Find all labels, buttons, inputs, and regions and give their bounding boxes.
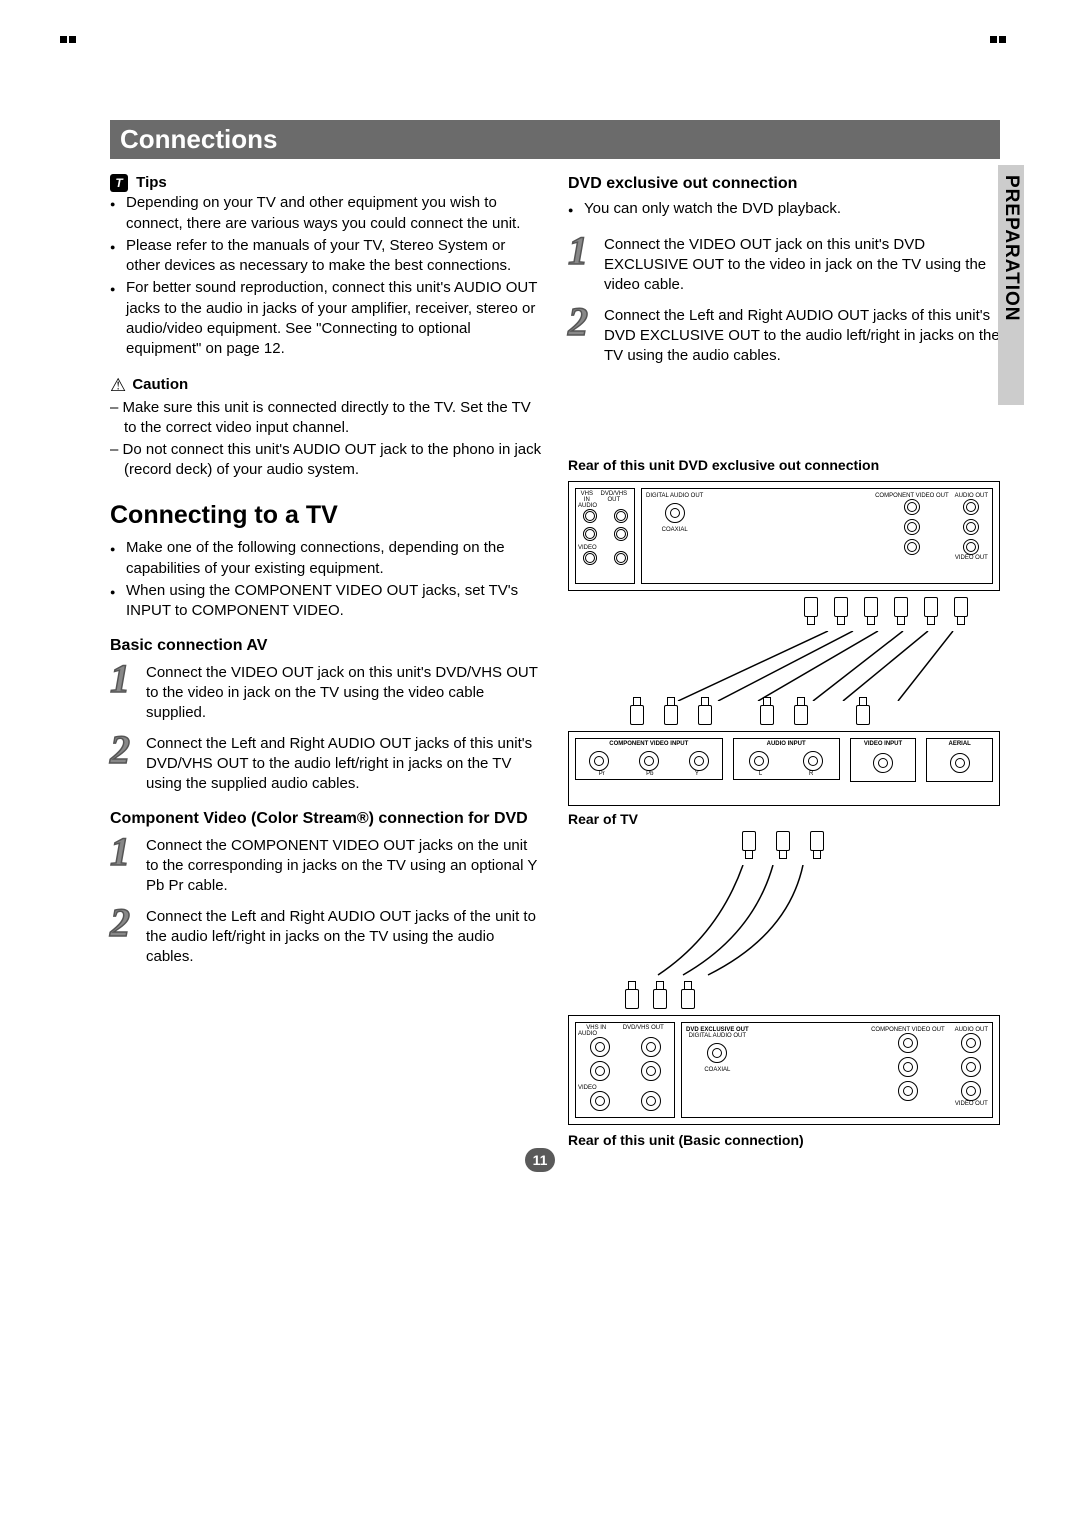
tips-label: Tips (136, 174, 167, 191)
connecting-title: Connecting to a TV (110, 499, 542, 533)
dvd-step-1: 1 Connect the VIDEO OUT jack on this uni… (568, 233, 1000, 296)
step-number: 1 (568, 233, 596, 269)
basic-step-2: 2 Connect the Left and Right AUDIO OUT j… (110, 732, 542, 795)
page-number: 11 (525, 1148, 555, 1172)
cable-wiring (568, 631, 1000, 701)
step-number: 1 (110, 661, 138, 697)
connection-diagram: Rear of this unit DVD exclusive out conn… (568, 456, 1000, 1150)
component-step-2: 2 Connect the Left and Right AUDIO OUT j… (110, 905, 542, 968)
unit-rear-panel-top: VHS IN DVD/VHS OUT AUDIO VIDEO DIG (568, 481, 1000, 591)
step-number: 2 (568, 304, 596, 340)
step-number: 2 (110, 732, 138, 768)
section-tab-label: PREPARATION (1000, 175, 1022, 321)
caution-item: – Do not connect this unit's AUDIO OUT j… (110, 440, 542, 481)
step-text: Connect the VIDEO OUT jack on this unit'… (146, 661, 542, 724)
diagram-caption-bottom: Rear of this unit (Basic connection) (568, 1131, 1000, 1150)
section-tab: PREPARATION (998, 165, 1024, 445)
diagram-caption-top: Rear of this unit DVD exclusive out conn… (568, 456, 1000, 475)
caution-item: – Make sure this unit is connected direc… (110, 398, 542, 439)
tips-icon: T (110, 174, 128, 192)
tips-block: T Tips Depending on your TV and other eq… (110, 173, 542, 359)
caution-block: ⚠ Caution – Make sure this unit is conne… (110, 373, 542, 480)
caution-icon: ⚠ (110, 373, 126, 397)
step-text: Connect the VIDEO OUT jack on this unit'… (604, 233, 1000, 296)
tv-rear-panel: COMPONENT VIDEO INPUT Pr Pb Y AUDIO INPU… (568, 731, 1000, 806)
basic-heading: Basic connection AV (110, 635, 542, 657)
step-number: 2 (110, 905, 138, 941)
component-step-1: 1 Connect the COMPONENT VIDEO OUT jacks … (110, 834, 542, 897)
caution-label: Caution (132, 376, 188, 393)
step-text: Connect the Left and Right AUDIO OUT jac… (604, 304, 1000, 367)
step-text: Connect the COMPONENT VIDEO OUT jacks on… (146, 834, 542, 897)
dvd-step-2: 2 Connect the Left and Right AUDIO OUT j… (568, 304, 1000, 367)
left-column: T Tips Depending on your TV and other eq… (110, 173, 542, 1156)
step-number: 1 (110, 834, 138, 870)
page-title: Connections (120, 124, 277, 154)
tips-item: Depending on your TV and other equipment… (110, 193, 542, 234)
tips-item: Please refer to the manuals of your TV, … (110, 236, 542, 277)
right-column: DVD exclusive out connection You can onl… (568, 173, 1000, 1156)
connecting-intro-item: When using the COMPONENT VIDEO OUT jacks… (110, 581, 542, 622)
tips-item: For better sound reproduction, connect t… (110, 278, 542, 359)
unit-rear-panel-bottom: VHS IN DVD/VHS OUT AUDIO VIDEO DVD EXCLU… (568, 1015, 1000, 1125)
step-text: Connect the Left and Right AUDIO OUT jac… (146, 732, 542, 795)
manual-page: Connections PREPARATION T Tips Depending… (0, 0, 1080, 1216)
cable-wiring-bottom (568, 865, 1000, 985)
cable-plugs (568, 697, 1000, 725)
dvd-exclusive-intro: You can only watch the DVD playback. (568, 199, 1000, 219)
step-text: Connect the Left and Right AUDIO OUT jac… (146, 905, 542, 968)
diagram-caption-mid: Rear of TV (568, 810, 1000, 829)
cable-plugs (568, 597, 1000, 625)
cable-plugs (568, 831, 1000, 859)
cable-plugs (568, 981, 1000, 1009)
basic-step-1: 1 Connect the VIDEO OUT jack on this uni… (110, 661, 542, 724)
component-heading: Component Video (Color Stream®) connecti… (110, 808, 542, 830)
connecting-intro-item: Make one of the following connections, d… (110, 538, 542, 579)
dvd-exclusive-heading: DVD exclusive out connection (568, 173, 1000, 195)
page-title-bar: Connections (110, 120, 1000, 159)
